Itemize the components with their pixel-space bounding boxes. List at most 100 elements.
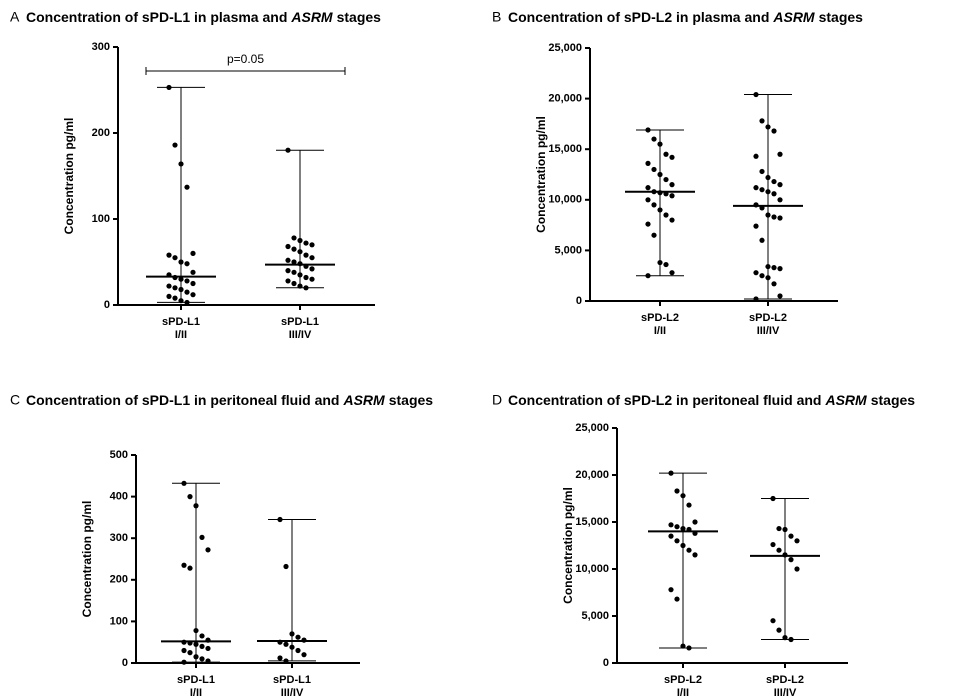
data-point	[771, 265, 777, 271]
data-point	[669, 154, 675, 160]
data-point	[303, 263, 309, 269]
data-point	[166, 293, 172, 299]
data-point	[674, 488, 680, 494]
data-point	[777, 215, 783, 221]
data-point	[301, 637, 307, 643]
data-point	[303, 274, 309, 281]
x-tick-label: I/II	[175, 329, 187, 341]
data-point	[777, 151, 783, 157]
data-point	[645, 160, 651, 166]
data-point	[303, 285, 309, 291]
data-point	[297, 283, 303, 289]
y-tick-label: 100	[92, 213, 110, 225]
x-tick-label: III/IV	[757, 325, 780, 337]
y-tick-label: 0	[122, 657, 128, 669]
title-part: ASRM	[342, 392, 385, 408]
data-point	[759, 205, 765, 211]
data-point	[285, 243, 291, 250]
data-point	[645, 127, 651, 133]
data-point	[759, 187, 765, 193]
data-point	[765, 124, 771, 130]
data-point	[651, 189, 657, 195]
data-point	[657, 207, 663, 213]
y-tick-label: 100	[110, 615, 128, 627]
data-point	[651, 166, 657, 173]
data-point	[674, 524, 680, 530]
data-point	[765, 174, 771, 181]
data-point	[657, 171, 663, 178]
data-point	[187, 565, 193, 571]
data-point	[178, 298, 184, 304]
data-point	[190, 292, 196, 298]
data-point	[645, 185, 651, 191]
data-point	[193, 654, 199, 660]
panel-label: C	[10, 392, 20, 408]
data-point	[777, 266, 783, 272]
data-point	[788, 636, 794, 643]
data-point	[178, 161, 184, 167]
data-point	[283, 641, 289, 647]
data-point	[178, 276, 184, 282]
y-tick-label: 0	[603, 657, 609, 669]
data-point	[187, 650, 193, 656]
x-tick-label: sPD-L1	[177, 674, 215, 686]
x-tick-label: I/II	[654, 325, 666, 337]
x-tick-label: I/II	[190, 687, 202, 699]
data-point	[291, 246, 297, 252]
y-tick-label: 200	[92, 127, 110, 139]
x-tick-label: sPD-L1	[281, 316, 319, 328]
y-tick-label: 0	[104, 299, 110, 311]
y-tick-label: 5,000	[581, 610, 609, 622]
data-point	[295, 647, 301, 654]
data-point	[289, 631, 295, 637]
data-point	[692, 530, 698, 536]
y-tick-label: 200	[110, 574, 128, 586]
data-point	[172, 255, 178, 261]
data-point	[172, 142, 178, 148]
data-point	[759, 118, 765, 124]
data-point	[765, 189, 771, 195]
y-axis-label: Concentration pg/ml	[561, 487, 575, 604]
x-tick-label: III/IV	[774, 687, 797, 699]
data-point	[193, 627, 199, 634]
panel-title: Concentration of sPD-L1 in plasma and ASR…	[26, 9, 381, 25]
y-axis-label: Concentration pg/ml	[62, 118, 76, 235]
data-point	[297, 272, 303, 278]
data-point	[297, 249, 303, 255]
y-tick-label: 300	[110, 532, 128, 544]
data-point	[181, 659, 187, 665]
data-point	[181, 647, 187, 654]
data-point	[770, 541, 776, 548]
data-point	[680, 542, 686, 549]
data-point	[788, 533, 794, 539]
data-point	[309, 255, 315, 261]
data-point	[205, 547, 211, 553]
title-part: Concentration of sPD-L2 in plasma and	[508, 9, 769, 25]
data-point	[765, 212, 771, 218]
data-point	[309, 242, 315, 248]
y-tick-label: 20,000	[575, 469, 609, 481]
data-point	[172, 295, 178, 301]
title-part: Concentration of sPD-L1 in plasma and	[26, 9, 287, 25]
y-tick-label: 25,000	[548, 42, 582, 54]
data-point	[301, 652, 307, 658]
data-point	[776, 627, 782, 633]
title-part: stages	[389, 392, 434, 408]
data-point	[295, 634, 301, 640]
data-point	[205, 645, 211, 652]
data-point	[303, 240, 309, 246]
data-point	[657, 259, 663, 266]
x-tick-label: sPD-L2	[641, 312, 679, 324]
data-point	[771, 214, 777, 220]
data-point	[184, 278, 190, 284]
data-point	[771, 281, 777, 287]
data-point	[193, 503, 199, 509]
data-point	[303, 252, 309, 258]
data-point	[753, 185, 759, 191]
data-point	[645, 221, 651, 227]
data-point	[753, 296, 759, 302]
data-point	[668, 522, 674, 528]
data-point	[771, 178, 777, 185]
data-point	[668, 470, 674, 476]
